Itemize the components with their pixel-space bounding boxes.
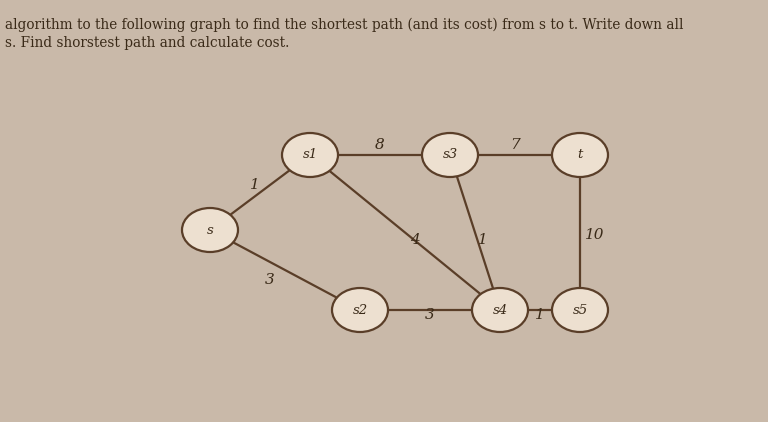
Ellipse shape [552, 133, 608, 177]
Text: 1: 1 [478, 233, 488, 247]
Text: 1: 1 [535, 308, 545, 322]
Text: 3: 3 [265, 273, 275, 287]
Text: 10: 10 [585, 228, 604, 242]
Ellipse shape [332, 288, 388, 332]
Text: 8: 8 [375, 138, 385, 152]
Text: 1: 1 [250, 178, 260, 192]
Text: s: s [207, 224, 214, 236]
Ellipse shape [182, 208, 238, 252]
Ellipse shape [552, 288, 608, 332]
Ellipse shape [282, 133, 338, 177]
Text: s5: s5 [572, 303, 588, 316]
Text: 4: 4 [410, 233, 420, 247]
Text: s2: s2 [353, 303, 368, 316]
Ellipse shape [422, 133, 478, 177]
Text: s1: s1 [303, 149, 317, 162]
Ellipse shape [472, 288, 528, 332]
Text: s3: s3 [442, 149, 458, 162]
Text: algorithm to the following graph to find the shortest path (and its cost) from s: algorithm to the following graph to find… [5, 18, 684, 32]
Text: s. Find shorstest path and calculate cost.: s. Find shorstest path and calculate cos… [5, 36, 290, 50]
Text: t: t [578, 149, 583, 162]
Text: 3: 3 [425, 308, 435, 322]
Text: 7: 7 [510, 138, 520, 152]
Text: s4: s4 [492, 303, 508, 316]
